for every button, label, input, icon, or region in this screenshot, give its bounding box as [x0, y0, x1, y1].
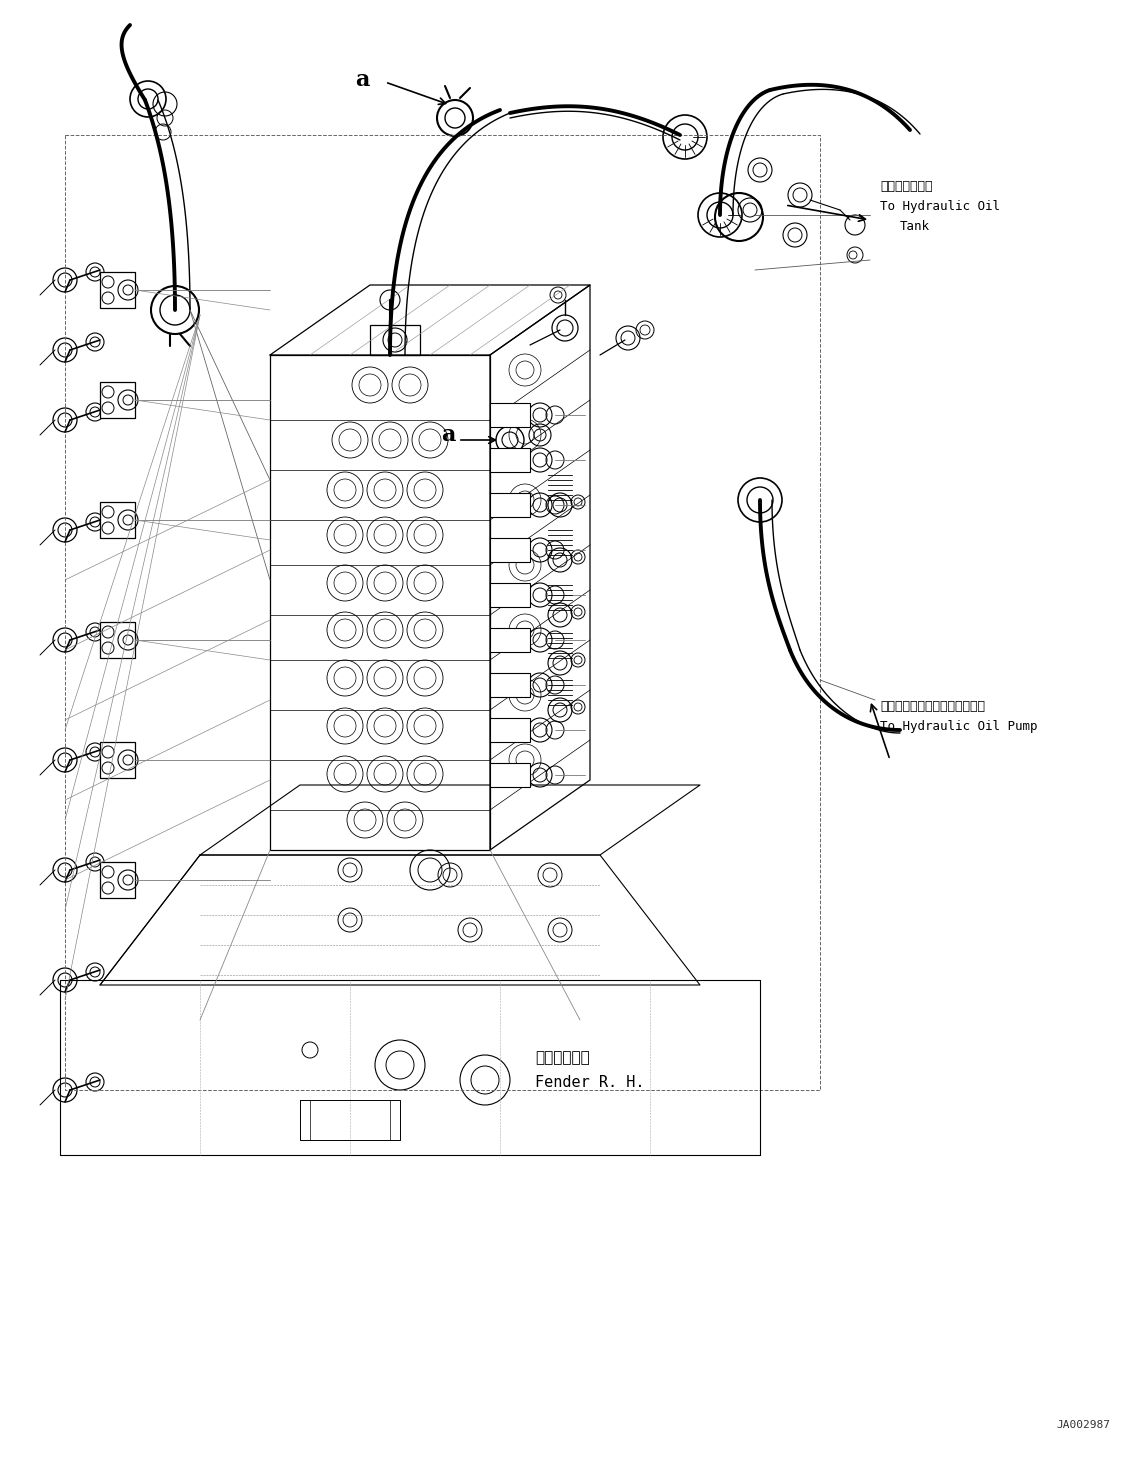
Bar — [490, 538, 530, 562]
Circle shape — [53, 408, 77, 431]
Circle shape — [53, 338, 77, 361]
Text: To Hydraulic Oil: To Hydraulic Oil — [880, 200, 1001, 213]
Text: a: a — [441, 424, 455, 446]
Circle shape — [53, 747, 77, 772]
Bar — [490, 583, 530, 608]
Bar — [490, 447, 530, 472]
Circle shape — [53, 967, 77, 992]
Bar — [100, 503, 135, 538]
Bar — [100, 272, 135, 307]
Circle shape — [53, 628, 77, 651]
Text: Tank: Tank — [901, 220, 930, 233]
Text: a: a — [356, 68, 370, 90]
Text: Fender R. H.: Fender R. H. — [536, 1075, 645, 1090]
Bar — [490, 718, 530, 742]
Circle shape — [53, 268, 77, 291]
Circle shape — [53, 519, 77, 542]
Text: ハイドロリックオイルポンプへ: ハイドロリックオイルポンプへ — [880, 699, 985, 712]
Bar — [490, 492, 530, 517]
Bar — [100, 382, 135, 418]
Text: To Hydraulic Oil Pump: To Hydraulic Oil Pump — [880, 720, 1037, 733]
Bar — [490, 404, 530, 427]
Bar — [490, 628, 530, 651]
Bar — [490, 763, 530, 787]
Circle shape — [53, 858, 77, 881]
Bar — [370, 325, 420, 356]
Bar — [100, 742, 135, 778]
Text: 作動油タンクへ: 作動油タンクへ — [880, 181, 932, 192]
Text: JA002987: JA002987 — [1056, 1421, 1110, 1429]
Bar — [490, 673, 530, 696]
Circle shape — [53, 1078, 77, 1101]
Bar — [100, 863, 135, 898]
Text: フェンダ　右: フェンダ 右 — [536, 1050, 590, 1065]
Bar — [100, 622, 135, 659]
